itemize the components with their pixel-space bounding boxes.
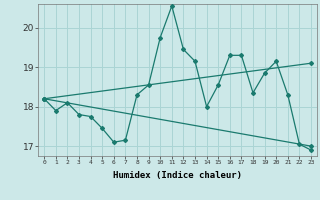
X-axis label: Humidex (Indice chaleur): Humidex (Indice chaleur) — [113, 171, 242, 180]
